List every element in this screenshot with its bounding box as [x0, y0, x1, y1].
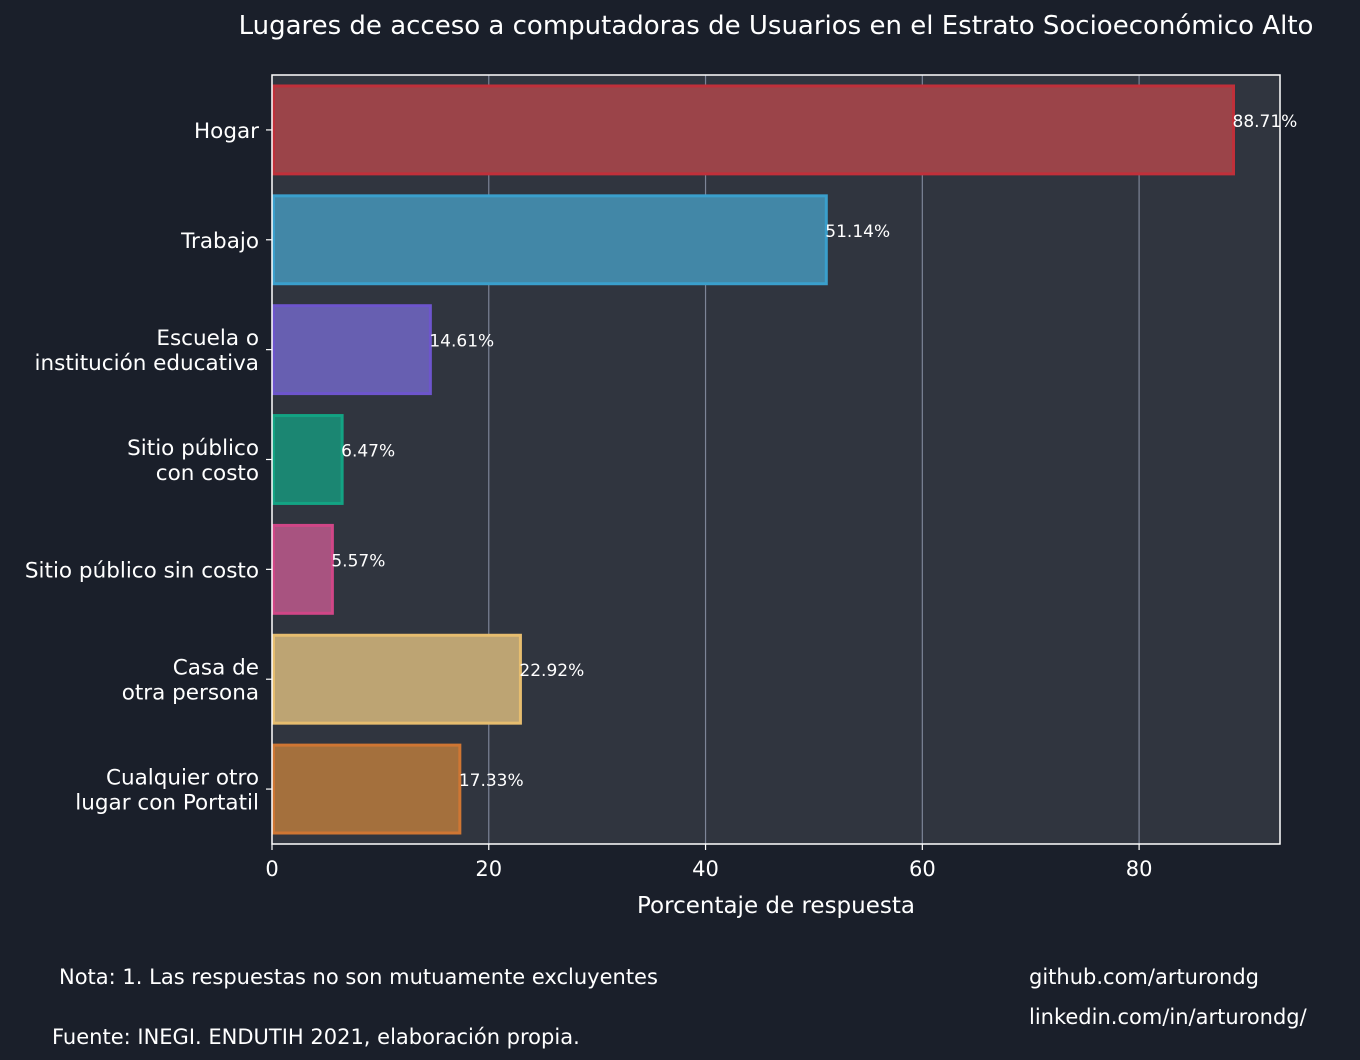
category-label: Cualquier otro lugar con Portatil [75, 766, 259, 816]
category-label: Sitio público con costo [127, 436, 259, 486]
bars: 88.71% 51.14% 14.61% 6.47% 5.57% 22.92% 17.33% [272, 84, 1298, 835]
category-labels: Hogar Trabajo Escuela o institución educati… [25, 119, 272, 816]
category-label: Sitio público sin costo [25, 558, 259, 583]
category-label-line: Sitio público sin costo [25, 558, 259, 583]
category-label-line: otra persona [122, 681, 259, 706]
x-tick-label: 60 [909, 857, 936, 881]
bar [272, 743, 462, 835]
bar [272, 304, 432, 396]
category-label-line: Cualquier otro [106, 766, 259, 791]
category-label-line: Hogar [194, 119, 259, 144]
chart-title: Lugares de acceso a computadoras de Usua… [239, 11, 1314, 41]
category-label-line: con costo [156, 461, 259, 486]
x-tick-labels: 0 20 40 60 80 [265, 844, 1152, 881]
x-tick-label: 20 [475, 857, 502, 881]
github-link[interactable]: github.com/arturondg [1029, 965, 1259, 989]
x-tick-label: 80 [1126, 857, 1153, 881]
note-text: Nota: 1. Las respuestas no son mutuament… [59, 965, 658, 989]
x-tick-label: 40 [692, 857, 719, 881]
bar-value-label: 17.33% [459, 771, 524, 791]
x-tick-label: 0 [265, 857, 278, 881]
plot-area [272, 75, 1280, 844]
bar-chart: Lugares de acceso a computadoras de Usua… [25, 11, 1314, 919]
bar [272, 633, 522, 725]
bar-value-label: 5.57% [331, 551, 385, 571]
bar [272, 414, 344, 505]
category-label-line: Escuela o [156, 326, 259, 351]
linkedin-link[interactable]: linkedin.com/in/arturondg/ [1029, 1005, 1307, 1029]
category-label-line: Sitio público [127, 436, 259, 461]
bar-value-label: 51.14% [825, 222, 890, 242]
bar [272, 84, 1236, 176]
x-axis-label: Porcentaje de respuesta [637, 893, 915, 919]
source-text: Fuente: INEGI. ENDUTIH 2021, elaboración… [52, 1025, 580, 1049]
category-label-line: institución educativa [35, 351, 259, 376]
bar [272, 194, 828, 286]
category-label: Casa de otra persona [122, 656, 259, 706]
bar-value-label: 88.71% [1233, 112, 1298, 132]
bar-value-label: 22.92% [519, 661, 584, 681]
bar-value-label: 6.47% [341, 442, 395, 462]
category-label: Escuela o institución educativa [35, 326, 259, 376]
bar-value-label: 14.61% [429, 332, 494, 352]
bar [272, 523, 334, 615]
category-label-line: Casa de [173, 656, 259, 681]
category-label: Hogar [194, 119, 259, 144]
category-label: Trabajo [180, 229, 259, 254]
category-label-line: lugar con Portatil [75, 791, 259, 816]
category-label-line: Trabajo [180, 229, 259, 254]
